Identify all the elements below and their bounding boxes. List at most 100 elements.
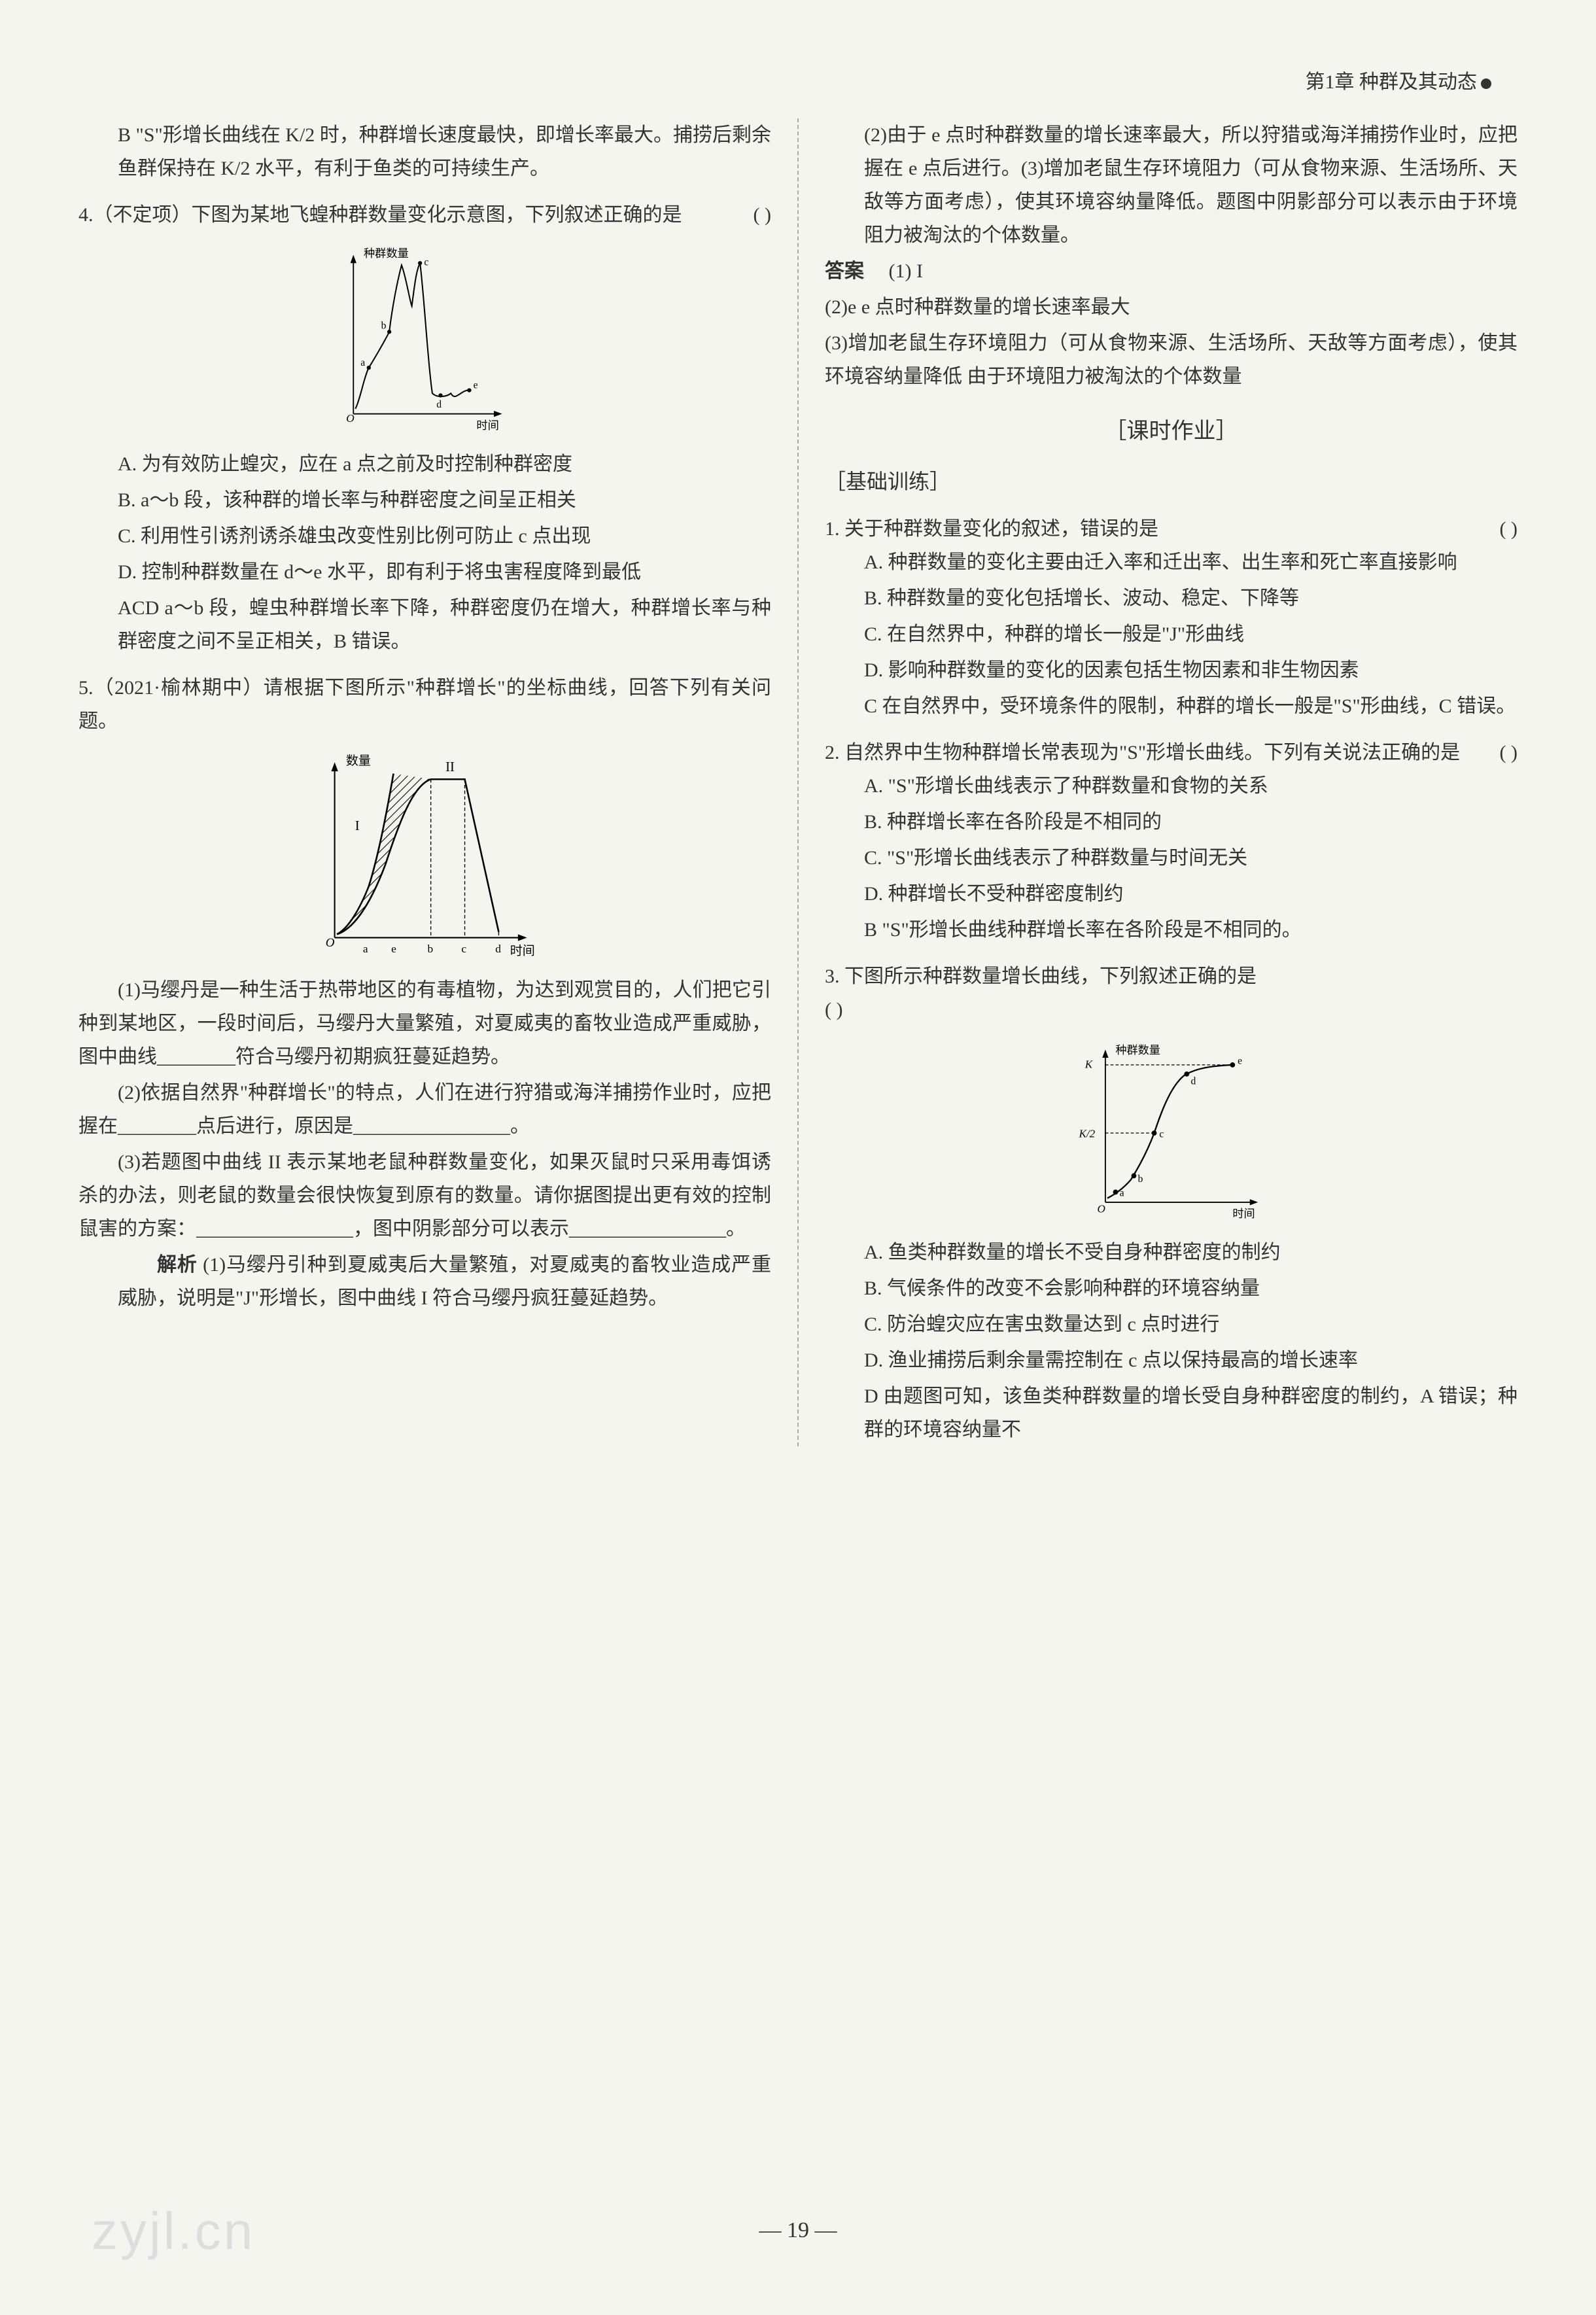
subsection-title: ［基础训练］ xyxy=(825,464,1518,499)
q1-stem: 1. 关于种群数量变化的叙述，错误的是 ( ) xyxy=(825,512,1518,546)
q4-opt-b: B. a～b 段，该种群的增长率与种群密度之间呈正相关 xyxy=(78,483,771,517)
q4-yarrow-icon xyxy=(350,255,356,264)
q3-opt-d: D. 渔业捕捞后剩余量需控制在 c 点以保持最高的增长速率 xyxy=(825,1344,1518,1377)
q5-label-II: II xyxy=(445,760,455,775)
q4-ylabel: 种群数量 xyxy=(363,247,408,260)
q4-label-b: b xyxy=(381,321,386,332)
q4-label-c: c xyxy=(424,256,428,268)
q5-ylabel: 数量 xyxy=(345,754,370,768)
q3-curve xyxy=(1107,1065,1232,1198)
q5-analysis: 解析 (1)马缨丹引种到夏威夷后大量繁殖，对夏威夷的畜牧业造成严重威胁，说明是"… xyxy=(78,1248,771,1315)
answer-label: 答案 xyxy=(825,260,864,282)
q5-analysis-text: (1)马缨丹引种到夏威夷后大量繁殖，对夏威夷的畜牧业造成严重威胁，说明是"J"形… xyxy=(118,1254,771,1309)
q4-curve xyxy=(355,263,471,409)
q3-opt-c: C. 防治蝗灾应在害虫数量达到 c 点时进行 xyxy=(825,1308,1518,1341)
q4-xarrow-icon xyxy=(494,411,502,417)
q5-answer-block: 答案 (1) I xyxy=(825,254,1518,288)
q3-point-c xyxy=(1151,1130,1156,1136)
q2-opt-d: D. 种群增长不受种群密度制约 xyxy=(825,877,1518,911)
q1-answer: C 在自然界中，受环境条件的限制，种群的增长一般是"S"形曲线，C 错误。 xyxy=(825,689,1518,723)
q3-point-b xyxy=(1131,1174,1136,1179)
q3-label-d: d xyxy=(1190,1076,1196,1087)
q5-figure: 数量 O 时间 I II a xyxy=(78,751,771,960)
q5-chart-svg: 数量 O 时间 I II a xyxy=(275,751,576,960)
q4-figure: 种群数量 O 时间 a b c d e xyxy=(78,245,771,434)
q1-opt-d: D. 影响种群数量的变化的因素包括生物因素和非生物因素 xyxy=(825,653,1518,687)
q4-point-e xyxy=(467,388,471,392)
q4-opt-d: D. 控制种群数量在 d～e 水平，即有利于将虫害程度降到最低 xyxy=(78,555,771,589)
left-column: B "S"形增长曲线在 K/2 时，种群增长速度最快，即增长率最大。捕捞后剩余鱼… xyxy=(78,118,771,1446)
q4-opt-a: A. 为有效防止蝗灾，应在 a 点之前及时控制种群密度 xyxy=(78,447,771,481)
page-header: 第1章 种群及其动态 xyxy=(78,65,1518,99)
section-title: ［课时作业］ xyxy=(825,413,1518,451)
q4-label-a: a xyxy=(360,357,365,368)
q2-opt-a: A. "S"形增长曲线表示了种群数量和食物的关系 xyxy=(825,769,1518,803)
q3-ylabel: 种群数量 xyxy=(1115,1044,1160,1056)
q5-xlabel: 时间 xyxy=(510,943,534,958)
q1-paren: ( ) xyxy=(1500,512,1518,546)
q4-paren: ( ) xyxy=(754,198,771,232)
watermark: zyjl.cn xyxy=(92,2187,255,2276)
analysis-label: 解析 xyxy=(157,1254,198,1276)
q3-k-label: K xyxy=(1084,1058,1093,1071)
q3-figure: 种群数量 O 时间 K K/2 a b c xyxy=(825,1039,1518,1223)
q3-xarrow-icon xyxy=(1249,1199,1257,1205)
q3-opt-a: A. 鱼类种群数量的增长不受自身种群密度的制约 xyxy=(825,1236,1518,1269)
column-divider xyxy=(797,118,799,1446)
q5-tick-a: a xyxy=(362,943,368,955)
q2-opt-c: C. "S"形增长曲线表示了种群数量与时间无关 xyxy=(825,841,1518,875)
q5-stem: 5.（2021·榆林期中）请根据下图所示"种群增长"的坐标曲线，回答下列有关问题… xyxy=(78,671,771,738)
q2-paren: ( ) xyxy=(1500,736,1518,769)
q4-label-d: d xyxy=(436,399,442,410)
q5-yarrow-icon xyxy=(331,762,338,771)
q3-k2-label: K/2 xyxy=(1078,1128,1095,1140)
q3-answer: D 由题图可知，该鱼类种群数量的增长受自身种群密度的制约，A 错误；种群的环境容… xyxy=(825,1380,1518,1446)
q5-ans2: (2)e e 点时种群数量的增长速率最大 xyxy=(825,290,1518,324)
q5-label-I: I xyxy=(355,819,359,833)
q4-stem-text: 4.（不定项）下图为某地飞蝗种群数量变化示意图，下列叙述正确的是 xyxy=(78,204,682,226)
q3-opt-b: B. 气候条件的改变不会影响种群的环境容纳量 xyxy=(825,1272,1518,1305)
q5-ans3: (3)增加老鼠生存环境阻力（可从食物来源、生活场所、天敌等方面考虑），使其环境容… xyxy=(825,326,1518,393)
q5-ans1: (1) I xyxy=(889,260,923,282)
main-content: B "S"形增长曲线在 K/2 时，种群增长速度最快，即增长率最大。捕捞后剩余鱼… xyxy=(78,118,1518,1446)
q3-label-a: a xyxy=(1119,1188,1124,1199)
q4-origin: O xyxy=(346,412,355,425)
q3-stem: 3. 下图所示种群数量增长曲线，下列叙述正确的是 ( ) xyxy=(825,960,1518,1026)
q3-stem-text: 3. 下图所示种群数量增长曲线，下列叙述正确的是 xyxy=(825,966,1257,987)
q3-point-d xyxy=(1184,1071,1189,1077)
q4-opt-c: C. 利用性引诱剂诱杀雄虫改变性别比例可防止 c 点出现 xyxy=(78,519,771,553)
q1-opt-c: C. 在自然界中，种群的增长一般是"J"形曲线 xyxy=(825,618,1518,651)
q4-chart-svg: 种群数量 O 时间 a b c d e xyxy=(288,245,563,434)
q5-tick-b: b xyxy=(427,943,433,955)
q5-analysis2: (2)由于 e 点时种群数量的增长速率最大，所以狩猎或海洋捕捞作业时，应把握在 … xyxy=(825,118,1518,252)
q4-label-e: e xyxy=(473,379,477,391)
q3-chart-svg: 种群数量 O 时间 K K/2 a b c xyxy=(1034,1039,1309,1223)
q2-stem: 2. 自然界中生物种群增长常表现为"S"形增长曲线。下列有关说法正确的是 ( ) xyxy=(825,736,1518,769)
q4-point-c xyxy=(418,261,422,265)
q3-xlabel: 时间 xyxy=(1232,1208,1255,1220)
right-column: (2)由于 e 点时种群数量的增长速率最大，所以狩猎或海洋捕捞作业时，应把握在 … xyxy=(825,118,1518,1446)
page-number-value: 19 xyxy=(787,2218,809,2242)
q5-sub2: (2)依据自然界"种群增长"的特点，人们在进行狩猎或海洋捕捞作业时，应把握在__… xyxy=(78,1076,771,1143)
q4-stem: 4.（不定项）下图为某地飞蝗种群数量变化示意图，下列叙述正确的是 ( ) xyxy=(78,198,771,232)
header-dot-icon xyxy=(1481,78,1491,89)
page-number: — 19 — xyxy=(759,2212,837,2250)
q5-tick-e: e xyxy=(391,943,396,955)
q2-opt-b: B. 种群增长率在各阶段是不相同的 xyxy=(825,805,1518,839)
q3-label-e: e xyxy=(1238,1056,1242,1067)
q2-stem-text: 2. 自然界中生物种群增长常表现为"S"形增长曲线。下列有关说法正确的是 xyxy=(825,742,1460,763)
q4-point-b xyxy=(387,330,391,334)
q5-sub3: (3)若题图中曲线 II 表示某地老鼠种群数量变化，如果灭鼠时只采用毒饵诱杀的办… xyxy=(78,1145,771,1245)
q5-tick-d: d xyxy=(495,943,501,955)
q1-stem-text: 1. 关于种群数量变化的叙述，错误的是 xyxy=(825,518,1158,540)
q3-label-b: b xyxy=(1137,1174,1143,1185)
q5-origin: O xyxy=(325,936,334,950)
chapter-title: 第1章 种群及其动态 xyxy=(1306,71,1478,93)
q3-point-a xyxy=(1113,1190,1118,1195)
q3-label-c: c xyxy=(1159,1129,1164,1140)
q5-xarrow-icon xyxy=(517,934,527,941)
q5-tick-c: c xyxy=(461,943,466,955)
q4-point-d xyxy=(438,393,442,397)
q5-sub1: (1)马缨丹是一种生活于热带地区的有毒植物，为达到观赏目的，人们把它引种到某地区… xyxy=(78,973,771,1073)
prev-option-b: B "S"形增长曲线在 K/2 时，种群增长速度最快，即增长率最大。捕捞后剩余鱼… xyxy=(78,118,771,185)
